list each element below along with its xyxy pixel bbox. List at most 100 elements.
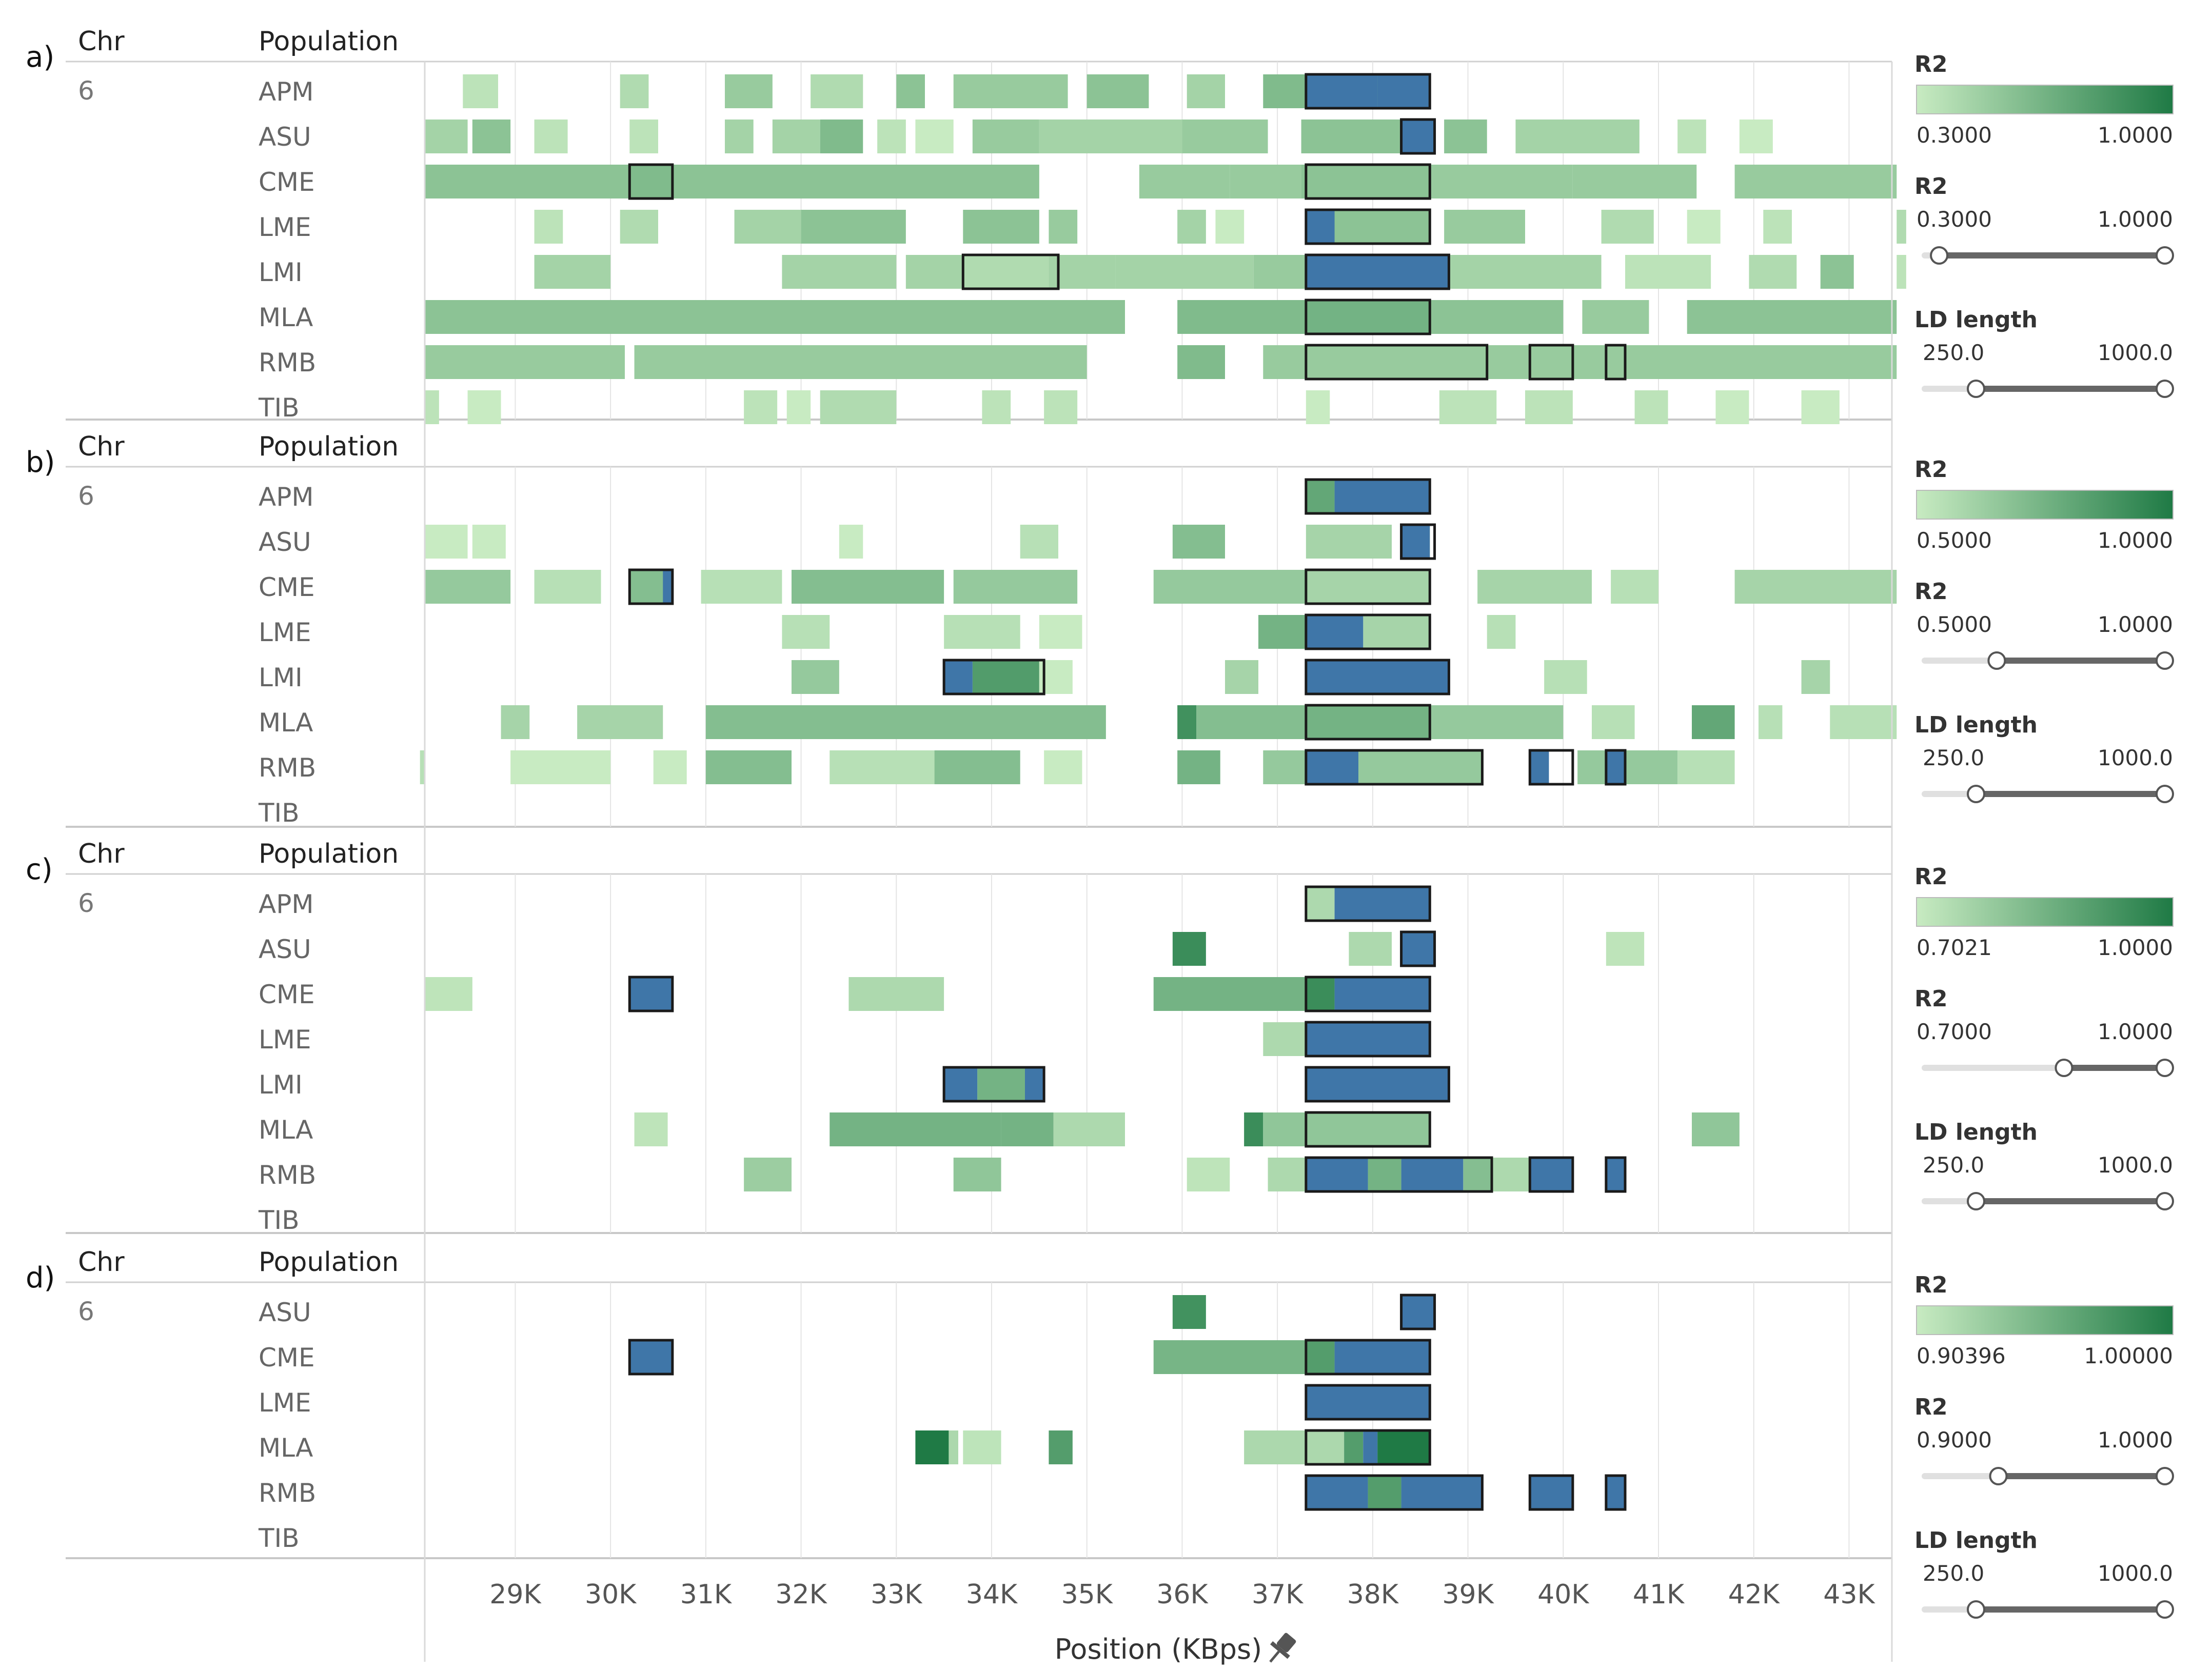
ld-segment[interactable]: [1572, 165, 1697, 198]
ld-segment[interactable]: [811, 74, 863, 108]
ld-segment[interactable]: [1306, 480, 1335, 513]
selected-block-outline[interactable]: [1305, 749, 1484, 786]
ld-segment[interactable]: [1687, 300, 1897, 334]
ld-segment[interactable]: [1897, 210, 1906, 244]
ld-segment[interactable]: [425, 570, 511, 604]
top-ld-block[interactable]: [1306, 1067, 1449, 1101]
ld-length-min-handle[interactable]: [1967, 785, 1985, 803]
ld-segment[interactable]: [425, 300, 1125, 334]
top-ld-block[interactable]: [1530, 1158, 1573, 1191]
ld-segment[interactable]: [1044, 390, 1078, 424]
ld-segment[interactable]: [953, 570, 1078, 604]
ld-segment[interactable]: [510, 750, 611, 784]
ld-segment[interactable]: [830, 750, 935, 784]
ld-segment[interactable]: [786, 390, 811, 424]
ld-segment[interactable]: [534, 210, 563, 244]
ld-segment[interactable]: [1230, 165, 1301, 198]
top-ld-block[interactable]: [1363, 1430, 1378, 1464]
top-ld-block[interactable]: [663, 570, 673, 604]
ld-segment[interactable]: [1182, 120, 1268, 153]
ld-segment[interactable]: [1592, 705, 1635, 739]
selected-block-outline[interactable]: [1305, 1111, 1431, 1148]
ld-segment[interactable]: [1830, 705, 1897, 739]
ld-segment[interactable]: [982, 390, 1011, 424]
ld-segment[interactable]: [1430, 300, 1564, 334]
top-ld-block[interactable]: [1401, 1476, 1483, 1509]
ld-segment[interactable]: [1177, 210, 1206, 244]
ld-segment[interactable]: [830, 1112, 1001, 1146]
ld-segment[interactable]: [425, 120, 468, 153]
top-ld-block[interactable]: [629, 1340, 673, 1374]
ld-segment[interactable]: [1306, 977, 1335, 1011]
ld-segment[interactable]: [1044, 750, 1082, 784]
selected-block-outline[interactable]: [1305, 163, 1431, 200]
ld-segment[interactable]: [1263, 750, 1306, 784]
ld-segment[interactable]: [1477, 570, 1592, 604]
ld-segment[interactable]: [1258, 615, 1306, 649]
ld-segment[interactable]: [1177, 345, 1225, 379]
r2-filter-min-handle[interactable]: [1987, 651, 2006, 670]
ld-segment[interactable]: [425, 390, 439, 424]
ld-segment[interactable]: [848, 977, 944, 1011]
ld-segment[interactable]: [1172, 525, 1225, 559]
selected-block-outline[interactable]: [1305, 568, 1431, 605]
ld-segment[interactable]: [1601, 210, 1654, 244]
selected-block-outline[interactable]: [1305, 885, 1431, 922]
ld-segment[interactable]: [1187, 74, 1225, 108]
selected-block-outline[interactable]: [628, 568, 674, 605]
ld-segment[interactable]: [1306, 390, 1330, 424]
ld-segment[interactable]: [977, 1067, 1025, 1101]
r2-filter-min-handle[interactable]: [1989, 1467, 2008, 1485]
r2-filter-max-handle[interactable]: [2156, 1467, 2174, 1485]
ld-segment[interactable]: [1692, 1112, 1740, 1146]
selected-block-outline[interactable]: [1400, 523, 1436, 560]
ld-segment[interactable]: [425, 165, 630, 198]
ld-segment[interactable]: [792, 570, 944, 604]
ld-segment[interactable]: [1739, 120, 1773, 153]
top-ld-block[interactable]: [1306, 1476, 1368, 1509]
ld-segment[interactable]: [896, 74, 925, 108]
ld-segment[interactable]: [1715, 390, 1749, 424]
ld-segment[interactable]: [1268, 1158, 1306, 1191]
ld-segment[interactable]: [1439, 390, 1497, 424]
ld-segment[interactable]: [1177, 750, 1220, 784]
ld-segment[interactable]: [534, 120, 568, 153]
ld-segment[interactable]: [629, 165, 673, 198]
ld-segment[interactable]: [1177, 705, 1197, 739]
ld-segment[interactable]: [1677, 750, 1735, 784]
selected-block-outline[interactable]: [1305, 1021, 1431, 1058]
top-ld-block[interactable]: [1401, 525, 1430, 559]
selected-block-outline[interactable]: [961, 253, 1060, 290]
selected-block-outline[interactable]: [1305, 976, 1431, 1012]
ld-segment[interactable]: [772, 120, 820, 153]
ld-segment[interactable]: [705, 705, 1106, 739]
selected-block-outline[interactable]: [1305, 299, 1431, 335]
ld-length-min-handle[interactable]: [1967, 1600, 1985, 1619]
selected-block-outline[interactable]: [1305, 1474, 1484, 1511]
ld-segment[interactable]: [1306, 1340, 1335, 1374]
ld-segment[interactable]: [1430, 165, 1573, 198]
ld-segment[interactable]: [972, 660, 1039, 694]
ld-segment[interactable]: [1306, 887, 1335, 921]
ld-segment[interactable]: [1820, 255, 1854, 289]
ld-segment[interactable]: [905, 255, 963, 289]
selected-block-outline[interactable]: [1305, 1156, 1493, 1193]
ld-segment[interactable]: [1463, 1158, 1492, 1191]
top-ld-block[interactable]: [1306, 1385, 1430, 1419]
selected-block-outline[interactable]: [1400, 930, 1436, 967]
ld-segment[interactable]: [701, 570, 782, 604]
ld-segment[interactable]: [877, 120, 906, 153]
ld-segment[interactable]: [1515, 120, 1640, 153]
top-ld-block[interactable]: [1606, 1158, 1625, 1191]
ld-segment[interactable]: [1177, 300, 1306, 334]
ld-segment[interactable]: [953, 74, 1068, 108]
top-ld-block[interactable]: [1306, 74, 1378, 108]
ld-segment[interactable]: [1368, 1158, 1401, 1191]
ld-segment[interactable]: [1301, 120, 1401, 153]
selected-block-outline[interactable]: [1305, 1066, 1450, 1103]
ld-segment[interactable]: [472, 120, 511, 153]
ld-segment[interactable]: [1582, 300, 1649, 334]
ld-segment[interactable]: [472, 525, 506, 559]
top-ld-block[interactable]: [1530, 750, 1549, 784]
top-ld-block[interactable]: [1306, 1022, 1430, 1056]
